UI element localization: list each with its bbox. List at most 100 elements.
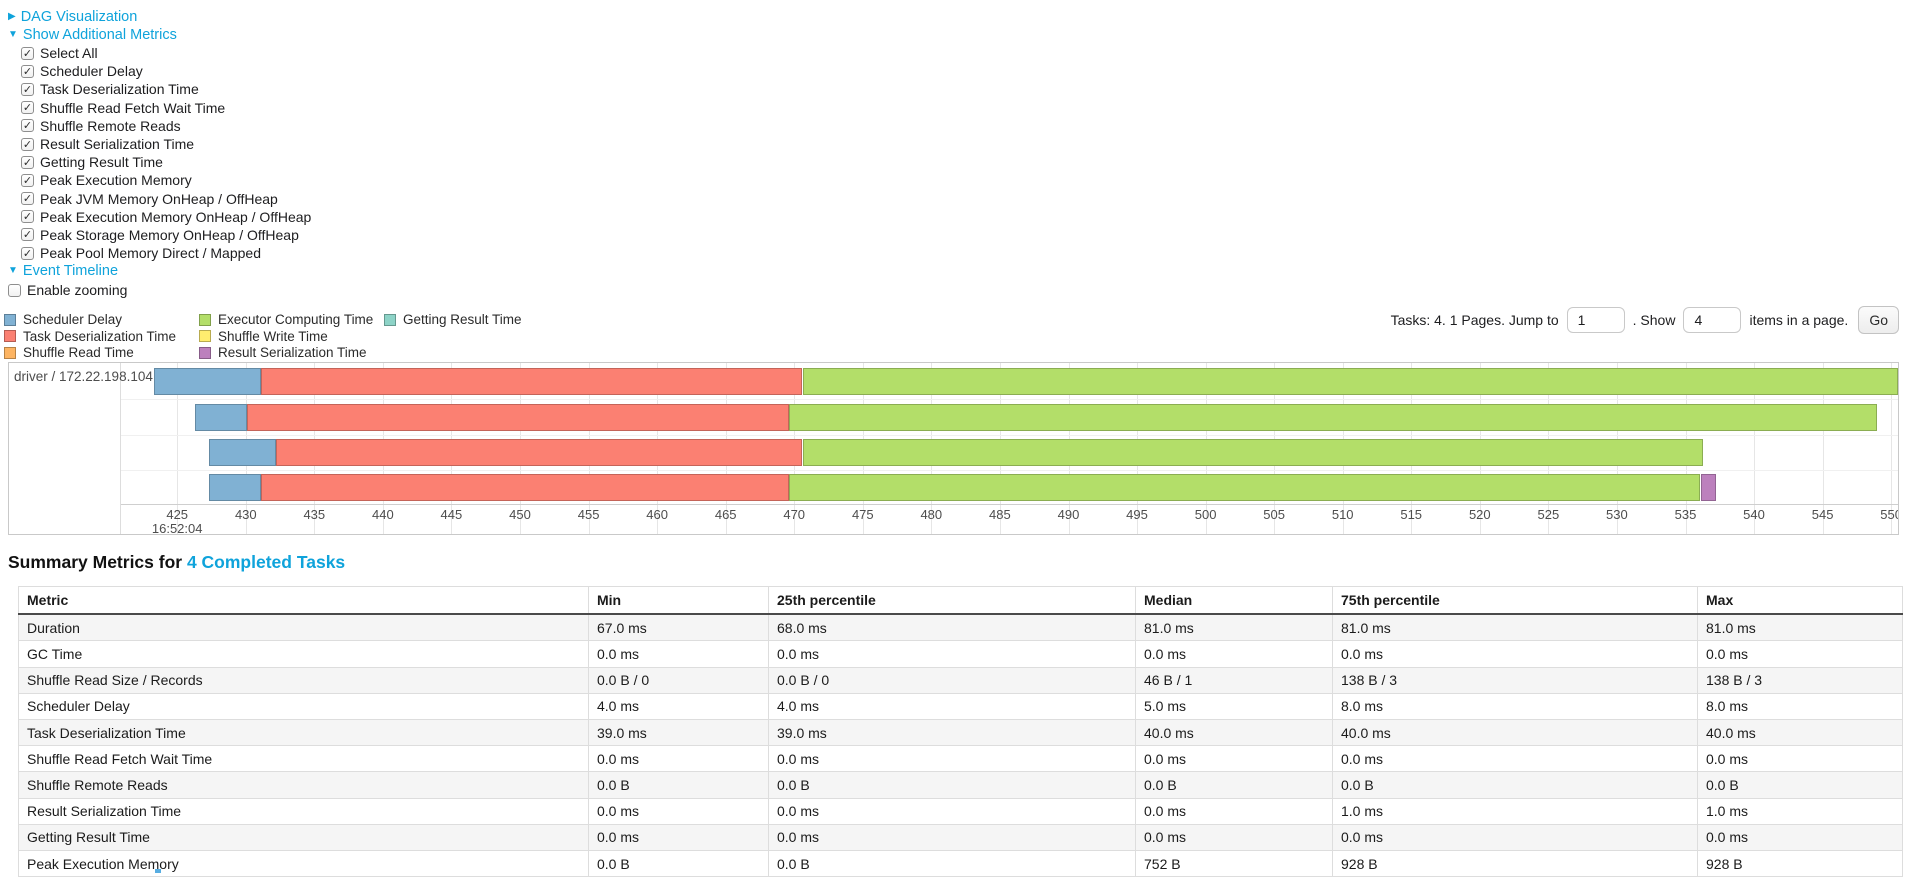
show-additional-metrics-label: Show Additional Metrics — [22, 27, 177, 43]
metric-checkbox-label: Getting Result Time — [40, 154, 163, 171]
table-header-cell: Median — [1135, 586, 1333, 616]
value-cell: 40.0 ms — [1697, 718, 1903, 747]
executor-computing-swatch-icon — [199, 313, 211, 326]
checkbox-checked-icon[interactable]: ✓ — [21, 246, 34, 260]
legend-label: Executor Computing Time — [218, 312, 374, 327]
metric-checkbox-label: Shuffle Remote Reads — [40, 117, 181, 134]
value-cell: 0.0 ms — [768, 797, 1136, 825]
getting-result-swatch-icon — [384, 313, 396, 326]
legend-column: Executor Computing Time Shuffle Write Tim… — [199, 311, 373, 361]
metric-checkbox-row[interactable]: ✓ Select All — [21, 44, 1907, 62]
metric-checkbox-row[interactable]: ✓ Getting Result Time — [21, 153, 1907, 171]
summary-metrics-heading: Summary Metrics for 4 Completed Tasks — [8, 552, 1907, 573]
go-button[interactable]: Go — [1858, 306, 1899, 335]
scheduler-delay-swatch-icon — [4, 313, 16, 326]
gridline — [1754, 363, 1755, 535]
value-cell: 0.0 B — [1697, 771, 1903, 799]
axis-tick-label: 435 — [303, 507, 326, 523]
dag-visualization-toggle[interactable]: ▶ DAG Visualization — [8, 8, 1907, 26]
metric-checkbox-label: Peak Execution Memory — [40, 172, 192, 189]
checkbox-checked-icon[interactable]: ✓ — [21, 192, 34, 206]
table-row: Shuffle Remote Reads 0.0 B 0.0 B 0.0 B 0.0 B… — [18, 771, 1903, 799]
result-serialization-swatch-icon — [199, 346, 211, 359]
metric-cell: Getting Result Time — [18, 823, 589, 851]
items-per-page-input[interactable] — [1683, 307, 1742, 334]
value-cell: 928 B — [1697, 849, 1903, 877]
checkbox-checked-icon[interactable]: ✓ — [21, 101, 34, 115]
scheduler-delay-bar[interactable] — [208, 474, 261, 502]
axis-tick-label: 470 — [783, 507, 806, 523]
value-cell: 928 B — [1332, 849, 1698, 877]
axis-tick-label: 520 — [1468, 507, 1491, 523]
scheduler-delay-bar[interactable] — [153, 368, 261, 396]
checkbox-checked-icon[interactable]: ✓ — [21, 155, 34, 169]
metric-checkbox-row[interactable]: ✓ Task Deserialization Time — [21, 80, 1907, 98]
metric-checkbox-row[interactable]: ✓ Peak Execution Memory — [21, 171, 1907, 189]
metric-checkbox-label: Peak JVM Memory OnHeap / OffHeap — [40, 190, 278, 207]
enable-zooming-label: Enable zooming — [27, 282, 128, 299]
show-additional-metrics-toggle[interactable]: ▼ Show Additional Metrics — [8, 26, 1907, 44]
legend-item: Getting Result Time — [384, 311, 522, 328]
row-separator — [9, 469, 1898, 471]
checkbox-checked-icon[interactable]: ✓ — [21, 137, 34, 151]
task-deserialization-bar[interactable] — [260, 368, 803, 396]
jump-to-page-input[interactable] — [1566, 307, 1625, 334]
axis-tick-label: 495 — [1126, 507, 1148, 523]
table-row: Getting Result Time 0.0 ms 0.0 ms 0.0 ms 0.0… — [18, 823, 1903, 851]
axis-tick-label: 550 — [1880, 507, 1898, 523]
axis-tick-label: 480 — [920, 507, 943, 523]
checkbox-checked-icon[interactable]: ✓ — [21, 46, 34, 60]
result-serialization-bar[interactable] — [1700, 474, 1716, 502]
dag-visualization-label: DAG Visualization — [20, 9, 138, 25]
enable-zooming-checkbox[interactable]: Enable zooming — [8, 281, 1907, 299]
executor-computing-bar[interactable] — [788, 403, 1878, 431]
value-cell: 0.0 ms — [768, 745, 1136, 773]
checkbox-unchecked-icon[interactable] — [8, 283, 21, 297]
checkbox-checked-icon[interactable]: ✓ — [21, 119, 34, 133]
legend-label: Getting Result Time — [403, 312, 522, 327]
legend-label: Scheduler Delay — [23, 312, 123, 327]
checkbox-checked-icon[interactable]: ✓ — [21, 210, 34, 224]
value-cell: 0.0 ms — [1135, 823, 1333, 851]
metric-checkbox-row[interactable]: ✓ Peak Pool Memory Direct / Mapped — [21, 244, 1907, 262]
scheduler-delay-bar[interactable] — [195, 403, 248, 431]
metric-checkbox-row[interactable]: ✓ Shuffle Read Fetch Wait Time — [21, 99, 1907, 117]
axis-tick-label: 450 — [509, 507, 531, 523]
metric-checkbox-row[interactable]: ✓ Peak Storage Memory OnHeap / OffHeap — [21, 226, 1907, 244]
metric-checkbox-list: ✓ Select All ✓ Scheduler Delay ✓ Task Deseria… — [21, 44, 1907, 262]
metric-checkbox-row[interactable]: ✓ Shuffle Remote Reads — [21, 117, 1907, 135]
executor-computing-bar[interactable] — [788, 474, 1701, 502]
checkbox-checked-icon[interactable]: ✓ — [21, 82, 34, 96]
axis-tick-label: 465 — [714, 507, 737, 523]
value-cell: 0.0 B / 0 — [768, 666, 1136, 694]
checkbox-checked-icon[interactable]: ✓ — [21, 64, 34, 78]
event-timeline-toggle[interactable]: ▼ Event Timeline — [8, 262, 1907, 280]
value-cell: 67.0 ms — [588, 613, 769, 642]
axis-time-label: 16:52:04 — [151, 521, 203, 536]
metric-checkbox-row[interactable]: ✓ Peak JVM Memory OnHeap / OffHeap — [21, 190, 1907, 208]
metric-checkbox-row[interactable]: ✓ Scheduler Delay — [21, 62, 1907, 80]
value-cell: 68.0 ms — [768, 613, 1136, 642]
value-cell: 0.0 ms — [1135, 745, 1333, 773]
metric-cell: Task Deserialization Time — [18, 718, 589, 747]
task-deserialization-bar[interactable] — [260, 474, 789, 502]
axis-tick-label: 530 — [1606, 507, 1628, 523]
value-cell: 8.0 ms — [1332, 692, 1698, 721]
value-cell: 39.0 ms — [588, 718, 769, 747]
value-cell: 752 B — [1135, 849, 1333, 877]
executor-computing-bar[interactable] — [802, 368, 1898, 396]
checkbox-checked-icon[interactable]: ✓ — [21, 173, 34, 187]
legend-label: Task Deserialization Time — [23, 328, 177, 344]
scheduler-delay-bar[interactable] — [208, 438, 276, 466]
metric-checkbox-row[interactable]: ✓ Result Serialization Time — [21, 135, 1907, 153]
executor-computing-bar[interactable] — [802, 438, 1704, 466]
metric-cell: Scheduler Delay — [18, 692, 589, 721]
checkbox-checked-icon[interactable]: ✓ — [21, 228, 34, 242]
value-cell: 0.0 B — [768, 771, 1136, 799]
completed-tasks-link[interactable]: 4 Completed Tasks — [186, 552, 346, 573]
task-deserialization-bar[interactable] — [247, 403, 789, 431]
metric-cell: Shuffle Read Size / Records — [18, 666, 589, 694]
task-deserialization-bar[interactable] — [275, 438, 803, 466]
table-row: Scheduler Delay 4.0 ms 4.0 ms 5.0 ms 8.0 ms 8… — [18, 692, 1903, 721]
metric-checkbox-row[interactable]: ✓ Peak Execution Memory OnHeap / OffHeap — [21, 208, 1907, 226]
